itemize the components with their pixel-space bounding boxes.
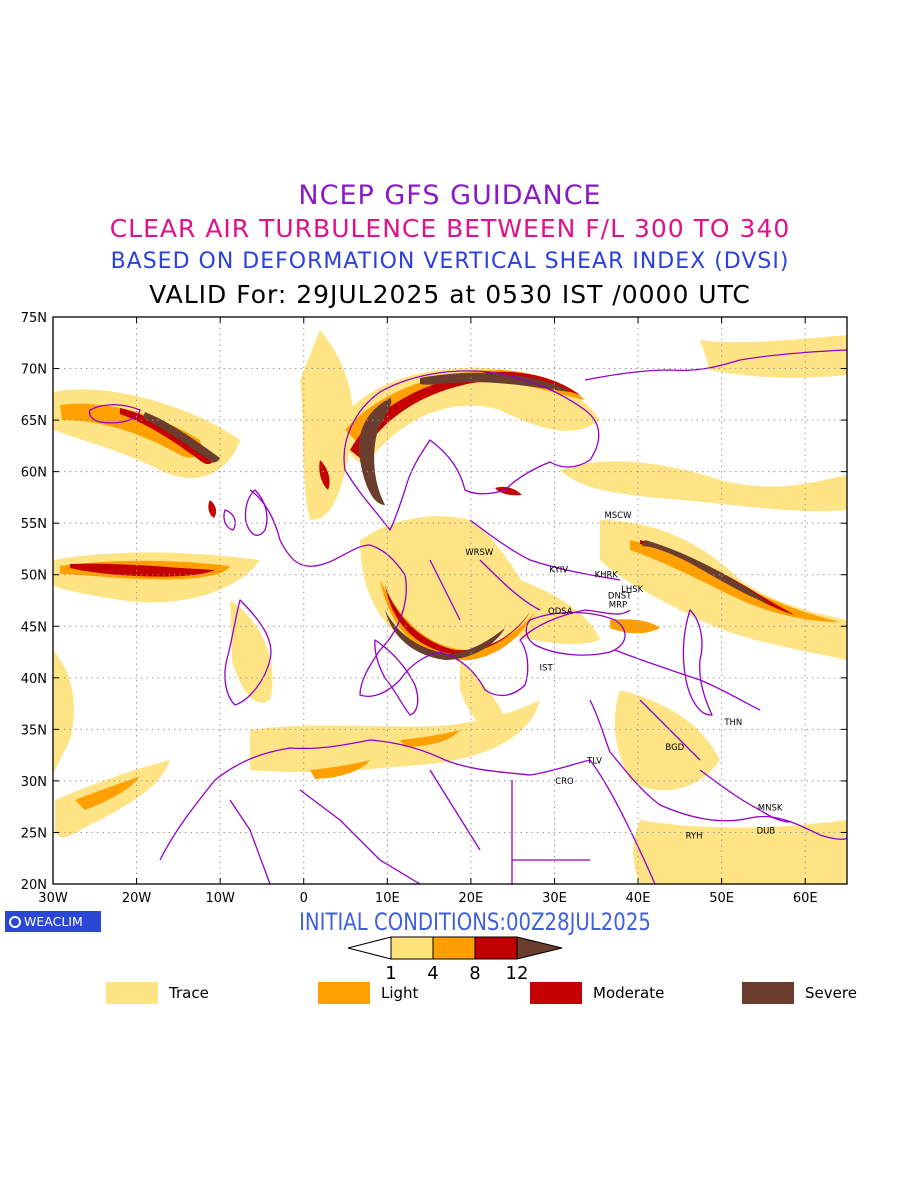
iberia-coast [224, 599, 272, 706]
graticule [53, 317, 847, 884]
lon-tick-label: 20W [122, 891, 152, 905]
lon-tick-label: 30E [542, 891, 567, 905]
chart-title: NCEP GFS GUIDANCE [298, 180, 602, 211]
lon-tick-label: 0 [300, 891, 308, 905]
station-label: ODSA [548, 607, 573, 617]
persian-gulf [699, 769, 791, 823]
lon-tick-label: 10E [375, 891, 400, 905]
north-africa-borders [229, 769, 590, 884]
brand-badge: WEACLIM [5, 911, 101, 932]
black-sea [525, 611, 626, 656]
station-label: TLV [586, 756, 602, 766]
legend-item-moderate: Moderate [530, 982, 710, 1004]
caspian-sea [682, 609, 713, 716]
lat-tick-label: 35N [21, 723, 47, 738]
british-isles [223, 489, 268, 536]
lat-tick-label: 60N [21, 466, 47, 481]
lon-tick-label: 10W [205, 891, 235, 905]
legend-label-light: Light [381, 984, 419, 1002]
chart-subtitle: CLEAR AIR TURBULENCE BETWEEN F/L 300 TO … [109, 214, 791, 243]
legend-item-light: Light [318, 982, 478, 1004]
station-label: KHRK [595, 571, 619, 581]
lon-tick-label: 20E [459, 891, 484, 905]
legend-label-trace: Trace [169, 984, 209, 1002]
europe-coast [249, 489, 631, 697]
lat-tick-label: 45N [21, 620, 47, 635]
lat-tick-label: 30N [21, 775, 47, 790]
middle-east-borders [589, 649, 761, 761]
axis-ticks: 30W 20W 10W 0 10E 20E 30E 40E 50E 60E 20N 25N 30N 35N… [21, 311, 847, 905]
colorbar-bin-trace [390, 936, 434, 960]
turbulence-layer [53, 330, 847, 884]
lon-tick-label: 30W [38, 891, 68, 905]
legend-swatch-trace [106, 982, 158, 1004]
colorbar-tick-12: 12 [506, 963, 529, 984]
valid-time-line: VALID For: 29JUL2025 at 0530 IST /0000 U… [149, 280, 751, 309]
initial-conditions-label: INITIAL CONDITIONS:00Z28JUL2025 [299, 908, 651, 936]
iceland [88, 404, 141, 424]
brand-logo-icon [9, 916, 21, 928]
intensity-colorbar: 1 4 8 12 [347, 936, 563, 984]
legend-item-trace: Trace [106, 982, 266, 1004]
colorbar-bin-light [432, 936, 476, 960]
legend-label-moderate: Moderate [593, 984, 665, 1002]
colorbar-high-arrow [516, 936, 563, 960]
lat-tick-label: 65N [21, 414, 47, 429]
chart-method-line: BASED ON DEFORMATION VERTICAL SHEAR INDE… [110, 249, 790, 274]
colorbar-bin-moderate [474, 936, 518, 960]
africa-coast [159, 739, 591, 861]
station-label: KYIV [549, 566, 568, 576]
scandinavia-coast [343, 370, 600, 531]
lat-tick-label: 50N [21, 569, 47, 584]
italy-coast [374, 639, 419, 716]
colorbar-tick-8: 8 [469, 963, 480, 984]
colorbar-low-arrow [347, 936, 392, 960]
turbulence-map: 30W 20W 10W 0 10E 20E 30E 40E 50E 60E 20N 25N 30N 35N… [21, 311, 848, 905]
station-label: RYH [686, 832, 703, 842]
station-label: DUB [757, 826, 776, 836]
severe-areas [143, 372, 770, 660]
colorbar-tick-4: 4 [427, 963, 438, 984]
legend-swatch-severe [742, 982, 794, 1004]
lon-tick-label: 40E [626, 891, 651, 905]
russia-coast [584, 349, 847, 381]
legend-item-severe: Severe [742, 982, 892, 1004]
legend-swatch-light [318, 982, 370, 1004]
legend-label-severe: Severe [805, 984, 857, 1002]
station-label: WRSW [465, 548, 494, 558]
colorbar-tick-1: 1 [385, 963, 396, 984]
red-sea-arabia [589, 751, 847, 884]
station-label: LHSK [621, 585, 644, 595]
lat-tick-label: 75N [21, 311, 47, 326]
station-label: DNST [608, 591, 632, 601]
lat-tick-label: 70N [21, 363, 47, 378]
station-label: BGD [665, 743, 684, 753]
east-europe-borders [429, 519, 621, 621]
lon-tick-label: 50E [709, 891, 734, 905]
station-label: MNSK [758, 804, 783, 814]
station-label: THN [723, 718, 742, 728]
station-label: MSCW [604, 511, 632, 521]
station-label: MRP [609, 601, 627, 611]
map-frame [52, 316, 848, 885]
station-label: IST [540, 664, 554, 674]
lat-tick-label: 25N [21, 826, 47, 841]
brand-text: WEACLIM [24, 914, 83, 929]
station-label: CRO [555, 777, 574, 787]
lat-tick-label: 55N [21, 517, 47, 532]
lon-tick-label: 60E [793, 891, 818, 905]
lat-tick-label: 40N [21, 672, 47, 687]
borders-layer [88, 349, 847, 884]
legend-swatch-moderate [530, 982, 582, 1004]
lat-tick-label: 20N [21, 878, 47, 893]
